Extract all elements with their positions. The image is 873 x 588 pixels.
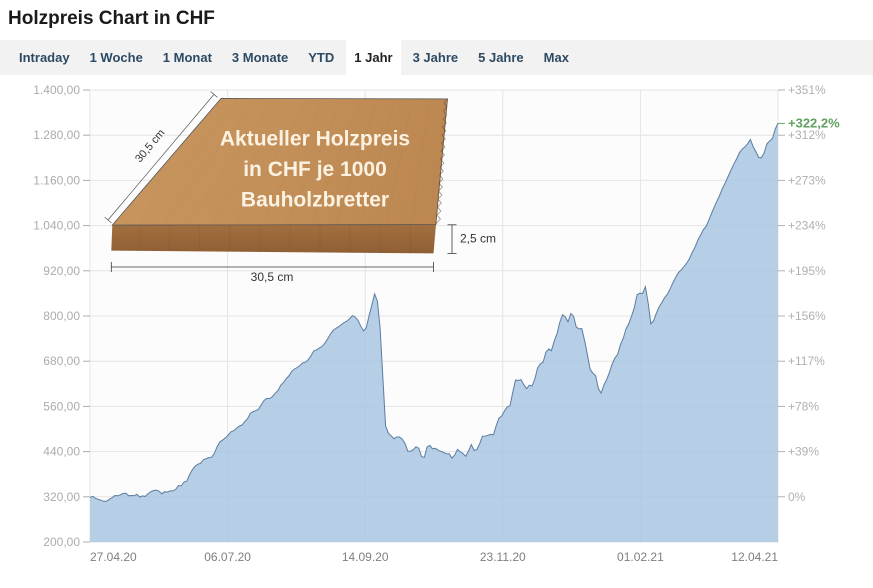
svg-text:+195%: +195% [788,264,826,278]
svg-text:+234%: +234% [788,219,826,233]
svg-text:+78%: +78% [788,399,819,413]
svg-text:in CHF je 1000: in CHF je 1000 [243,158,387,181]
svg-text:+322,2%: +322,2% [788,115,840,130]
svg-text:1.160,00: 1.160,00 [33,173,80,187]
svg-text:+273%: +273% [788,173,826,187]
svg-text:560,00: 560,00 [43,399,80,413]
svg-text:0%: 0% [788,490,806,504]
svg-text:+156%: +156% [788,309,826,323]
svg-text:1.280,00: 1.280,00 [33,128,80,142]
svg-text:800,00: 800,00 [43,309,80,323]
svg-text:200,00: 200,00 [43,535,80,549]
svg-text:01.02.21: 01.02.21 [617,550,664,564]
svg-text:440,00: 440,00 [43,445,80,459]
svg-text:1.400,00: 1.400,00 [33,83,80,97]
svg-text:Bauholzbretter: Bauholzbretter [241,188,389,211]
svg-text:1.040,00: 1.040,00 [33,219,80,233]
svg-text:+39%: +39% [788,445,819,459]
svg-text:12.04.21: 12.04.21 [731,550,778,564]
svg-text:2,5 cm: 2,5 cm [460,232,496,246]
svg-text:14.09.20: 14.09.20 [342,550,389,564]
svg-text:30,5 cm: 30,5 cm [251,270,294,284]
svg-text:27.04.20: 27.04.20 [90,550,137,564]
svg-text:+117%: +117% [788,354,825,368]
svg-text:+351%: +351% [788,83,826,97]
svg-text:Aktueller Holzpreis: Aktueller Holzpreis [220,128,410,151]
svg-text:06.07.20: 06.07.20 [204,550,251,564]
svg-text:320,00: 320,00 [43,490,80,504]
svg-text:920,00: 920,00 [43,264,80,278]
svg-text:680,00: 680,00 [43,354,80,368]
svg-text:23.11.20: 23.11.20 [480,550,526,564]
